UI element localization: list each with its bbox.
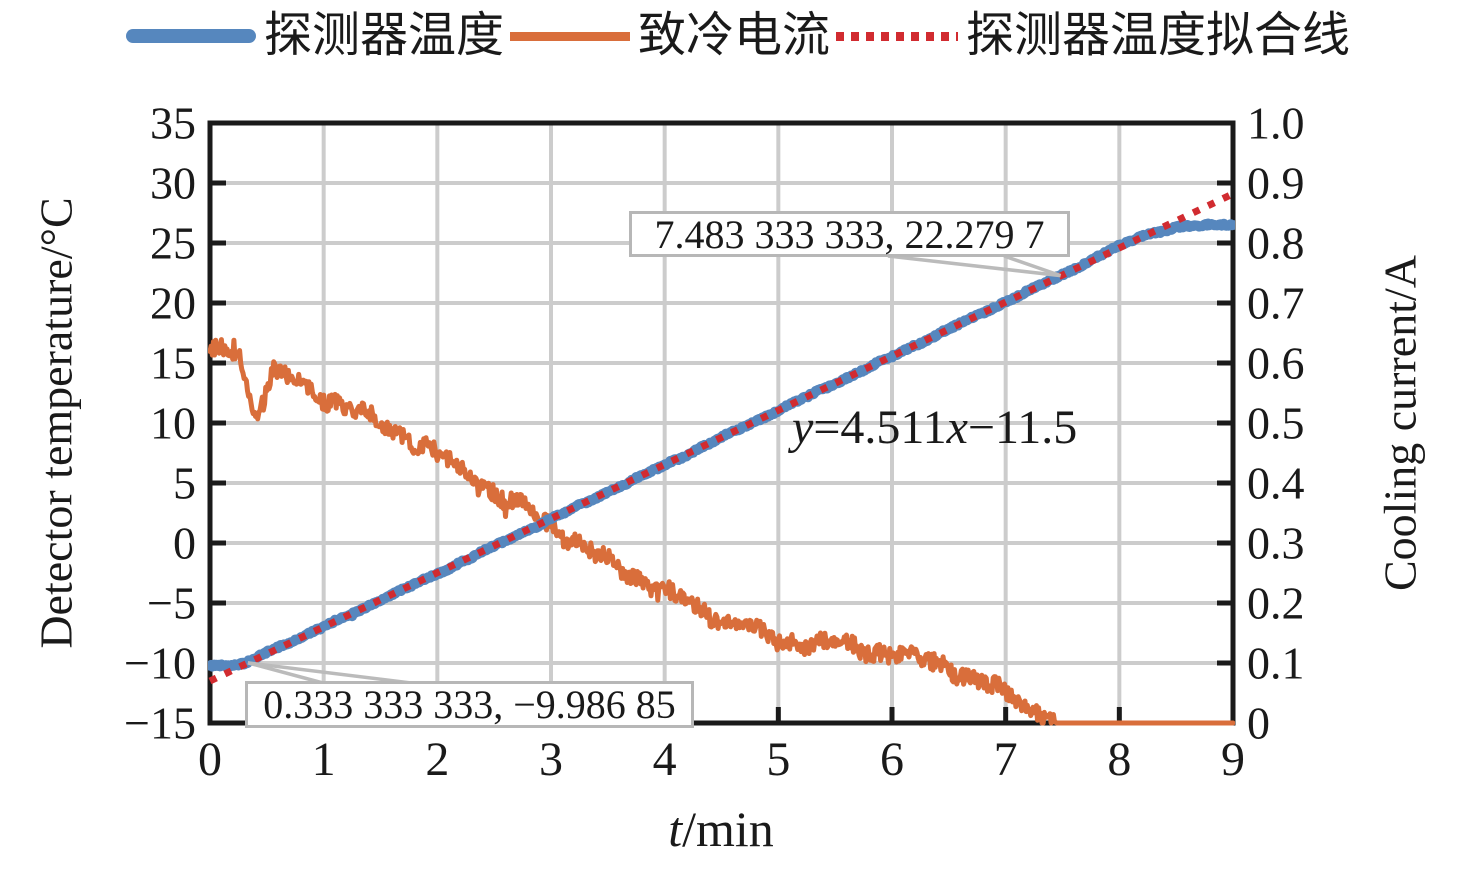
y-right-tick-label: 0.6 — [1247, 338, 1305, 389]
chart-legend: 探测器温度 致冷电流 探测器温度拟合线 — [0, 8, 1476, 64]
x-tick-label: 2 — [425, 733, 449, 786]
annotation-fit-end-point: 7.483 333 333, 22.279 7 — [629, 211, 1070, 257]
y-right-tick-label: 0.9 — [1247, 158, 1305, 209]
y-right-tick-label: 1.0 — [1247, 98, 1305, 149]
y-right-tick-label: 0.5 — [1247, 398, 1305, 449]
x-tick-label: 5 — [766, 733, 790, 786]
equation-var-x: x — [946, 401, 968, 454]
x-tick-label: 6 — [880, 733, 904, 786]
legend-item-detector-temperature: 探测器温度 — [125, 8, 504, 64]
leader-line — [247, 661, 412, 685]
y-right-tick-label: 0.4 — [1247, 458, 1305, 509]
annotation-leader-lines — [247, 254, 1062, 685]
y-left-tick-label: 0 — [173, 518, 196, 569]
fit-equation-label: y=4.511x−11.5 — [792, 400, 1077, 455]
cooling-current-line-swatch — [509, 31, 630, 41]
leader-line — [1003, 254, 1062, 278]
equation-end: −11.5 — [967, 401, 1078, 454]
x-tick-label: 8 — [1107, 733, 1131, 786]
y-right-tick-label: 0.7 — [1247, 278, 1305, 329]
y-left-tick-label: 30 — [150, 158, 196, 209]
y-left-tick-label: −5 — [147, 578, 196, 629]
x-axis-title-variable: t — [668, 801, 683, 857]
annotation-fit-start-point: 0.333 333 333, −9.986 85 — [245, 681, 694, 728]
y-left-tick-label: 5 — [173, 458, 196, 509]
fit-line-dotted-swatch — [836, 31, 958, 41]
legend-item-fit-line: 探测器温度拟合线 — [836, 8, 1350, 64]
annotation-fit-end-text: 7.483 333 333, 22.279 7 — [654, 211, 1045, 257]
series-line-current — [208, 337, 1235, 726]
y-right-tick-label: 0.3 — [1247, 518, 1305, 569]
legend-label-fit-line: 探测器温度拟合线 — [966, 9, 1351, 62]
detector-temperature-line-swatch — [125, 29, 256, 43]
axes — [207, 120, 1236, 726]
leader-line — [247, 661, 324, 685]
y-left-tick-label: 25 — [150, 218, 196, 269]
series-line-fit — [208, 190, 1235, 685]
tick-labels: 35302520151050−5−10−151.00.90.80.70.60.5… — [124, 98, 1304, 787]
x-tick-label: 0 — [198, 733, 222, 786]
equation-mid: =4.511 — [813, 401, 947, 454]
y-left-tick-label: −10 — [124, 638, 196, 689]
annotation-fit-start-text: 0.333 333 333, −9.986 85 — [263, 682, 676, 727]
legend-label-cooling-current: 致冷电流 — [637, 9, 830, 62]
legend-label-detector-temperature: 探测器温度 — [263, 9, 504, 62]
y-left-tick-label: 35 — [150, 98, 196, 149]
x-tick-label: 7 — [994, 733, 1018, 786]
y-left-tick-label: 15 — [150, 338, 196, 389]
equation-var-y: y — [792, 401, 814, 454]
series-line-temperature — [208, 218, 1235, 672]
y-right-tick-label: 0.8 — [1247, 218, 1305, 269]
x-tick-label: 1 — [312, 733, 336, 786]
x-axis-title-unit: /min — [682, 801, 774, 857]
leader-line — [887, 254, 1061, 278]
x-axis-title: t/min — [668, 800, 774, 858]
y-right-tick-label: 0 — [1247, 698, 1270, 749]
y-right-tick-label: 0.1 — [1247, 638, 1305, 689]
y-left-tick-label: 20 — [150, 278, 196, 329]
y-left-tick-label: 10 — [150, 398, 196, 449]
x-tick-label: 4 — [653, 733, 677, 786]
legend-item-cooling-current: 致冷电流 — [509, 8, 830, 64]
x-tick-label: 3 — [539, 733, 563, 786]
x-tick-label: 9 — [1221, 733, 1245, 786]
y-left-tick-label: −15 — [124, 698, 196, 749]
data-series — [208, 190, 1235, 726]
y-right-tick-label: 0.2 — [1247, 578, 1305, 629]
